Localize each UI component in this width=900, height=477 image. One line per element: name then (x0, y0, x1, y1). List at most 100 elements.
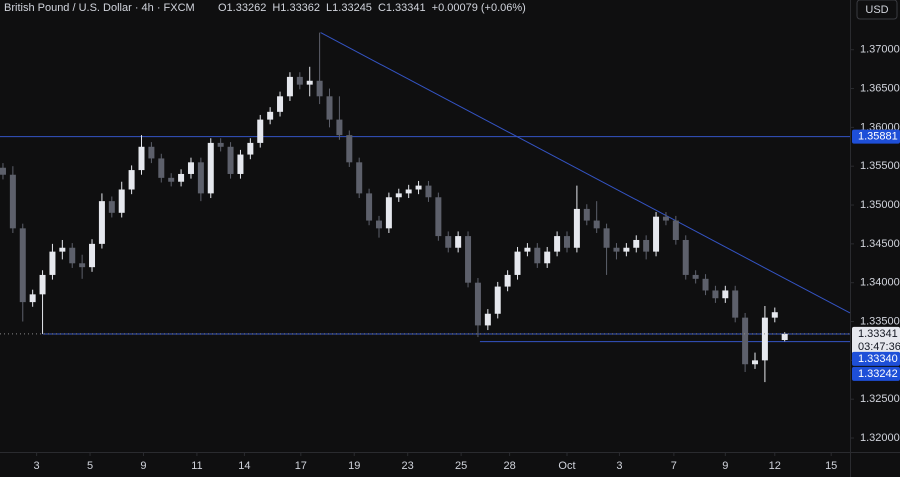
candle-body (138, 146, 145, 171)
x-tick-label: 15 (825, 460, 837, 472)
last-price-label: 1.33341 (858, 328, 898, 340)
x-tick-label: 19 (348, 460, 360, 472)
candle-body (108, 201, 115, 213)
candle-body (356, 162, 363, 194)
candle-body (237, 154, 244, 174)
y-tick-label: 1.37000 (860, 44, 900, 56)
candle-body (633, 239, 640, 248)
candle-body (573, 208, 580, 248)
candle-body (49, 251, 56, 275)
candle-body (583, 208, 590, 221)
ohlc-value: O1.33262 (218, 2, 266, 14)
candle-body (781, 333, 788, 341)
x-tick-label: Oct (558, 460, 575, 472)
candle-body (39, 274, 46, 295)
candle-body (346, 135, 353, 163)
candle-body (682, 239, 689, 275)
candle-body (178, 173, 185, 182)
candle-body (158, 158, 165, 178)
candle-body (504, 274, 511, 287)
candle-body (128, 170, 135, 190)
candle-body (474, 282, 481, 326)
candle-body (79, 263, 86, 268)
level-label-box (852, 351, 900, 366)
candle-body (465, 236, 472, 283)
candle-body (98, 201, 105, 244)
y-tick-label: 1.36500 (860, 82, 900, 94)
candle-body (603, 228, 610, 248)
candle-body (732, 290, 739, 318)
candle-body (593, 220, 600, 229)
candle-body (19, 228, 26, 303)
level-label: 1.33340 (858, 353, 898, 365)
candle-body (385, 197, 392, 229)
candle-body (336, 119, 343, 136)
candle-body (366, 193, 373, 221)
candle-body (257, 119, 264, 143)
candle-body (59, 247, 66, 252)
y-tick-label: 1.34500 (860, 238, 900, 250)
candle-body (692, 274, 699, 279)
candle-body (445, 236, 452, 248)
x-tick-label: 23 (402, 460, 414, 472)
ohlc-value: C1.33341 (378, 2, 426, 14)
candle-body (187, 162, 194, 174)
y-tick-label: 1.32000 (860, 432, 900, 444)
candle-body (415, 185, 422, 190)
candle-body (435, 197, 442, 237)
candle-body (247, 142, 254, 155)
candle-body (494, 286, 501, 314)
ohlc-value: L1.33245 (326, 2, 372, 14)
y-tick-label: 1.33500 (860, 315, 900, 327)
candle-body (544, 251, 551, 264)
x-tick-label: 11 (191, 460, 202, 472)
y-tick-label: 1.34000 (860, 277, 900, 289)
y-tick-label: 1.35000 (860, 199, 900, 211)
level-label: 1.33242 (858, 368, 898, 380)
candle-body (148, 146, 155, 159)
x-tick-label: 28 (503, 460, 515, 472)
candle-body (712, 290, 719, 299)
currency-button[interactable] (856, 0, 898, 20)
candle-body (0, 167, 6, 175)
ohlc-value: H1.33362 (272, 2, 320, 14)
candle-body (395, 193, 402, 198)
x-tick-label: 14 (238, 460, 250, 472)
candle-body (643, 239, 650, 252)
candle-body (662, 216, 669, 221)
candle-body (524, 247, 531, 252)
currency[interactable]: USD (865, 4, 888, 16)
candle-body (722, 290, 729, 299)
candle-body (752, 360, 759, 365)
level-label: 1.35881 (858, 131, 898, 143)
countdown: 03:47:36 (858, 341, 900, 353)
candle-body (267, 111, 274, 120)
candle-body (217, 142, 224, 147)
x-tick-label: 9 (140, 460, 146, 472)
candle-body (9, 174, 16, 229)
x-tick-label: 7 (671, 460, 677, 472)
candle-body (672, 220, 679, 240)
candle-body (613, 247, 620, 252)
x-tick-label: 3 (34, 460, 40, 472)
candle-body (207, 142, 214, 194)
x-tick-label: 5 (87, 460, 93, 472)
x-tick-label: 3 (616, 460, 622, 472)
candle-body (375, 220, 382, 229)
level-label-box (852, 366, 900, 381)
candle-body (771, 312, 778, 318)
candle-body (761, 317, 768, 361)
x-tick-label: 12 (769, 460, 781, 472)
candle-body (118, 189, 125, 213)
x-tick-label: 25 (455, 460, 467, 472)
candle-body (405, 189, 412, 194)
candle-body (306, 80, 313, 85)
y-tick-label: 1.32500 (860, 393, 900, 405)
candle-body (484, 313, 491, 326)
candle-body (29, 294, 36, 303)
trendline (320, 32, 851, 314)
candle-body (534, 247, 541, 264)
candle-body (455, 236, 462, 248)
candle-body (563, 236, 570, 248)
candle-body (277, 96, 284, 112)
